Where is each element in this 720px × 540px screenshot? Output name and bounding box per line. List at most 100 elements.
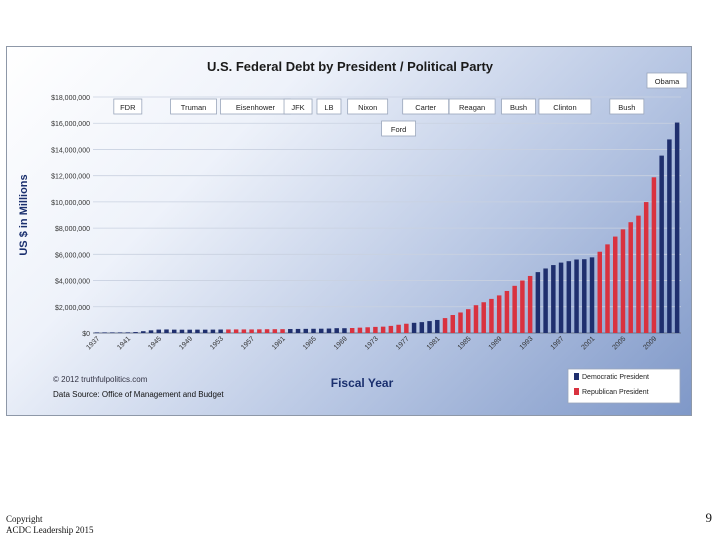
debt-bar-1966	[318, 328, 324, 333]
x-tick-label: 1985	[457, 335, 473, 351]
debt-bar-1994	[535, 272, 541, 333]
president-label: Ford	[391, 125, 406, 134]
x-tick-label: 1981	[426, 335, 442, 351]
debt-bar-1989	[496, 295, 502, 333]
debt-bar-2008	[643, 202, 649, 333]
debt-bar-1976	[396, 324, 401, 333]
debt-bar-1948	[179, 329, 185, 333]
debt-bar-1938	[102, 332, 107, 333]
president-label: Truman	[181, 103, 207, 112]
debt-bar-1975	[388, 325, 394, 333]
debt-bar-1981	[435, 319, 440, 333]
debt-bar-1939	[110, 332, 115, 333]
x-axis-label: Fiscal Year	[331, 376, 394, 390]
debt-bar-1950	[195, 329, 200, 333]
debt-bar-1964	[303, 328, 309, 333]
debt-bar-1944	[148, 330, 154, 333]
president-label: Obama	[655, 77, 680, 86]
x-tick-label: 1949	[178, 335, 194, 351]
debt-bar-2009	[651, 177, 657, 333]
debt-bar-1990	[504, 290, 510, 333]
president-label: Carter	[415, 103, 436, 112]
debt-bar-1958	[257, 329, 262, 333]
debt-bar-1952	[210, 329, 216, 333]
x-tick-label: 1953	[209, 335, 225, 351]
debt-bar-1940	[117, 332, 123, 333]
debt-bar-1983	[450, 315, 456, 333]
debt-bar-2003	[605, 244, 610, 333]
debt-bar-2004	[612, 236, 618, 333]
president-label: Reagan	[459, 103, 485, 112]
legend-swatch-republican	[574, 388, 579, 395]
president-label-box	[113, 98, 143, 115]
debt-bar-1991	[512, 285, 517, 333]
debt-bar-1941	[125, 332, 131, 333]
debt-bar-1992	[520, 280, 525, 333]
debt-bar-1937	[94, 332, 100, 333]
x-tick-label: 1961	[271, 335, 287, 351]
debt-bar-2005	[620, 229, 626, 333]
president-label-box	[501, 98, 536, 115]
y-tick-label: $2,000,000	[55, 305, 90, 312]
debt-bar-2006	[628, 222, 633, 333]
debt-bar-1972	[365, 327, 370, 333]
president-label: Clinton	[553, 103, 576, 112]
x-tick-label: 1941	[116, 335, 132, 351]
copyright-org: ACDC Leadership 2015	[6, 525, 94, 535]
debt-bar-1973	[373, 326, 378, 333]
y-tick-label: $12,000,000	[51, 174, 90, 181]
debt-bar-1979	[419, 322, 425, 333]
debt-bar-2001	[589, 257, 595, 333]
president-label-box	[170, 98, 217, 115]
debt-bar-1997	[558, 262, 564, 333]
debt-bar-1969	[342, 328, 347, 333]
debt-bar-1984	[458, 312, 463, 333]
debt-bar-1995	[543, 268, 548, 333]
data-source-annotation: Data Source: Office of Management and Bu…	[53, 390, 224, 399]
y-tick-label: $18,000,000	[51, 95, 90, 102]
legend-label: Republican President	[582, 389, 649, 396]
debt-bar-1953	[218, 329, 223, 333]
president-label: Eisenhower	[236, 103, 276, 112]
chart-title: U.S. Federal Debt by President / Politic…	[207, 59, 494, 74]
debt-bar-1949	[187, 329, 192, 333]
y-tick-label: $16,000,000	[51, 121, 90, 128]
debt-bar-1993	[527, 275, 533, 333]
president-label-box	[381, 120, 417, 137]
debt-bar-1954	[226, 329, 231, 333]
debt-bar-1967	[326, 328, 332, 333]
debt-bar-1943	[141, 331, 146, 333]
debt-bar-1963	[295, 328, 301, 333]
debt-bar-1962	[288, 329, 293, 333]
y-axis-label: US $ in Millions	[18, 174, 30, 255]
debt-bar-1961	[280, 329, 285, 333]
president-label-box	[538, 98, 592, 115]
debt-bar-1959	[264, 329, 270, 333]
x-tick-label: 1997	[550, 335, 566, 351]
debt-bar-2010	[659, 155, 664, 333]
debt-bar-1955	[233, 329, 239, 333]
debt-bar-1968	[334, 328, 339, 333]
debt-bar-1985	[465, 309, 471, 333]
x-tick-label: 1977	[395, 335, 411, 351]
president-label-box	[609, 98, 645, 115]
president-label-box	[347, 98, 389, 115]
legend-swatch-democratic	[574, 373, 579, 380]
debt-bar-1946	[164, 329, 169, 333]
y-tick-label: $6,000,000	[55, 252, 90, 259]
debt-bar-1987	[481, 302, 486, 333]
chart-image: U.S. Federal Debt by President / Politic…	[6, 46, 692, 416]
debt-bar-1998	[566, 261, 572, 333]
x-tick-label: 1957	[240, 335, 256, 351]
debt-bar-2011	[667, 139, 672, 333]
president-label: LB	[324, 103, 333, 112]
president-label-box	[448, 98, 496, 115]
x-tick-label: 2009	[642, 335, 658, 351]
president-label: FDR	[120, 103, 136, 112]
x-tick-label: 1989	[488, 335, 504, 351]
y-tick-label: $14,000,000	[51, 147, 90, 154]
x-tick-label: 1969	[333, 335, 349, 351]
debt-bar-1971	[357, 327, 363, 333]
president-label: JFK	[291, 103, 304, 112]
